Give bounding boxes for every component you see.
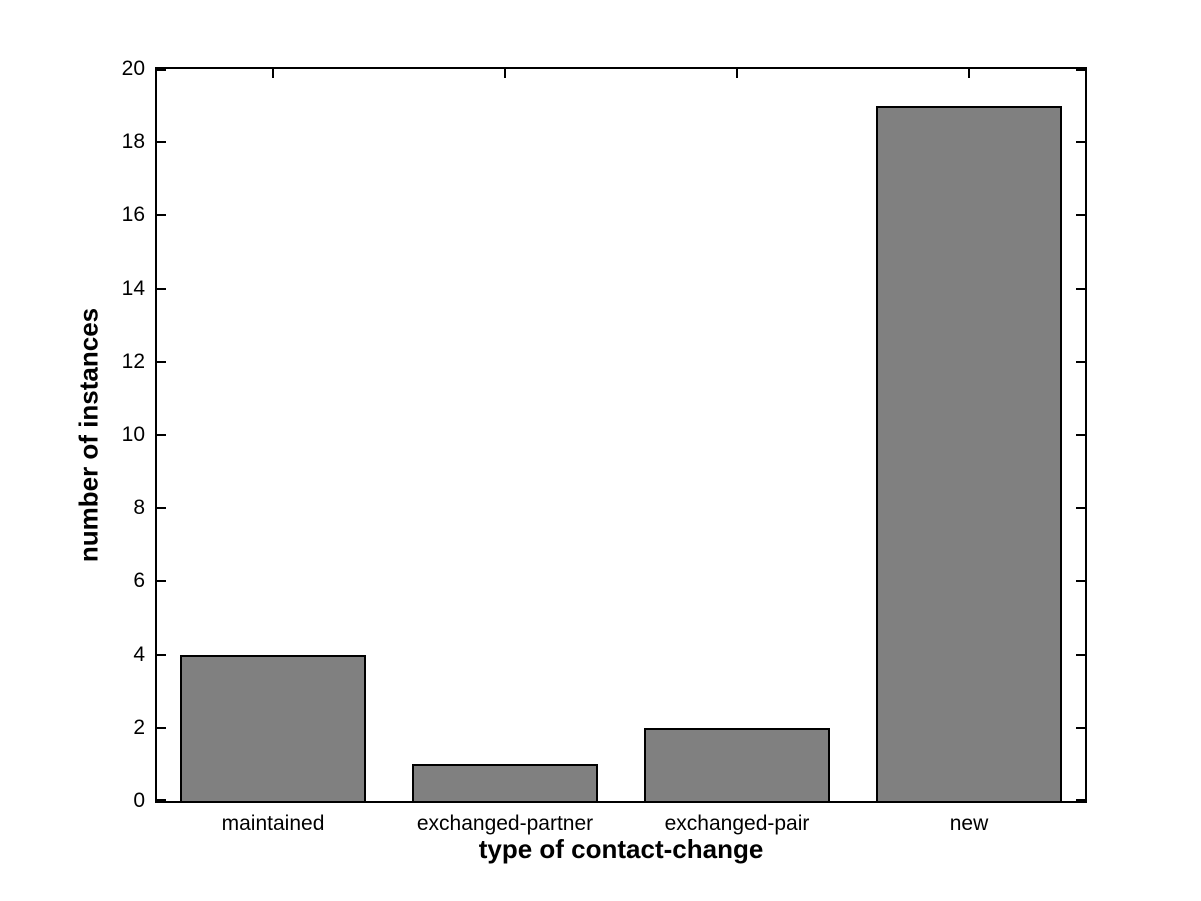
x-axis-tick bbox=[968, 69, 970, 78]
y-axis-tick-label: 12 bbox=[121, 349, 145, 373]
y-axis-tick bbox=[1076, 141, 1085, 144]
bar-new bbox=[876, 105, 1062, 801]
bar-maintained bbox=[180, 654, 366, 801]
y-axis-tick bbox=[1076, 726, 1085, 729]
y-axis-tick bbox=[157, 507, 166, 510]
y-axis-tick bbox=[157, 799, 166, 801]
y-axis-tick-label: 20 bbox=[121, 57, 145, 80]
y-axis-tick bbox=[157, 141, 166, 144]
y-axis-tick-label: 14 bbox=[121, 276, 145, 300]
y-axis-tick-label: 18 bbox=[121, 130, 145, 154]
y-axis-tick-label: 2 bbox=[133, 715, 145, 739]
y-axis-tick bbox=[1076, 799, 1085, 801]
y-axis-tick bbox=[1076, 214, 1085, 217]
x-axis-tick bbox=[272, 69, 274, 78]
x-axis-title: type of contact-change bbox=[478, 834, 764, 864]
y-axis-tick-label: 4 bbox=[133, 642, 145, 666]
x-axis-tick-label: maintained bbox=[221, 812, 325, 835]
x-axis-tick bbox=[504, 69, 506, 78]
y-axis-tick bbox=[157, 434, 166, 436]
y-axis-tick-label: 8 bbox=[133, 496, 145, 520]
y-axis-tick bbox=[1076, 360, 1085, 363]
y-axis-tick bbox=[1076, 653, 1085, 656]
y-axis-tick-label: 16 bbox=[121, 203, 145, 227]
bar-exchanged-partner bbox=[412, 764, 598, 801]
y-axis-tick bbox=[1076, 287, 1085, 290]
x-axis-tick-label: exchanged-pair bbox=[664, 812, 810, 835]
y-axis-tick bbox=[157, 69, 166, 71]
bar-exchanged-pair bbox=[644, 727, 830, 801]
y-axis-tick bbox=[1076, 580, 1085, 583]
plot-area bbox=[155, 67, 1087, 803]
y-axis-tick bbox=[1076, 69, 1085, 71]
y-axis-tick bbox=[157, 653, 166, 656]
y-axis-tick-label: 0 bbox=[133, 789, 145, 812]
x-axis-tick bbox=[736, 69, 738, 78]
y-axis-tick bbox=[1076, 434, 1085, 436]
y-axis-tick bbox=[157, 287, 166, 290]
x-axis-tick-label: new bbox=[949, 812, 989, 835]
y-axis-tick bbox=[157, 726, 166, 729]
y-axis-tick-label: 6 bbox=[133, 569, 145, 593]
y-axis-title: number of instances bbox=[73, 307, 104, 563]
y-axis-tick bbox=[1076, 507, 1085, 510]
y-axis-tick-label: 10 bbox=[121, 423, 145, 446]
y-axis-tick bbox=[157, 214, 166, 217]
y-axis-tick bbox=[157, 360, 166, 363]
x-axis-tick-label: exchanged-partner bbox=[416, 812, 594, 835]
y-axis-tick bbox=[157, 580, 166, 583]
